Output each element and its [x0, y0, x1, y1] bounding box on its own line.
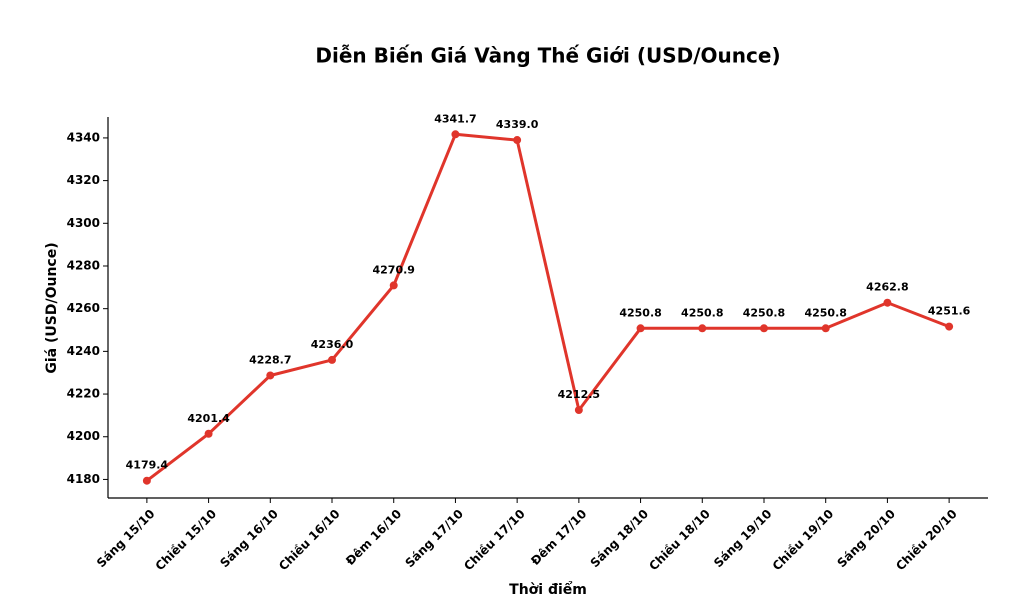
y-tick-label: 4180	[67, 472, 100, 486]
data-point	[574, 406, 583, 415]
y-tick-label: 4240	[67, 344, 100, 358]
data-point	[204, 429, 213, 438]
data-point	[698, 324, 707, 333]
x-tick-label: Sáng 18/10	[588, 507, 652, 571]
x-tick-label: Sáng 17/10	[403, 507, 467, 571]
x-axis-label: Thời điểm	[509, 581, 587, 598]
y-tick-label: 4300	[67, 216, 100, 230]
data-point	[945, 322, 954, 331]
x-tick-label: Sáng 20/10	[834, 507, 898, 571]
data-label: 4270.9	[372, 263, 414, 276]
data-label: 4250.8	[804, 306, 846, 319]
data-label: 4251.6	[928, 305, 971, 318]
data-point	[821, 324, 830, 333]
x-tick-label: Chiều 18/10	[646, 507, 713, 574]
data-label: 4201.4	[187, 412, 230, 425]
x-tick-label: Đêm 16/10	[343, 507, 404, 568]
data-point	[328, 355, 337, 364]
y-tick-label: 4260	[67, 301, 100, 315]
y-tick-label: 4280	[67, 258, 100, 272]
data-line	[145, 132, 950, 482]
x-tick-label: Chiều 19/10	[770, 507, 837, 574]
y-tick-label: 4200	[67, 429, 100, 443]
data-label: 4250.8	[743, 306, 785, 319]
data-point	[883, 298, 892, 307]
data-label: 4236.0	[311, 338, 354, 351]
y-tick-label: 4320	[67, 173, 100, 187]
y-tick-label: 4220	[67, 387, 100, 401]
data-point	[451, 130, 460, 139]
data-point	[759, 324, 768, 333]
data-label: 4228.7	[249, 353, 291, 366]
y-axis-label: Giá (USD/Ounce)	[44, 242, 60, 373]
x-tick-label: Sáng 16/10	[217, 507, 281, 571]
data-label: 4250.8	[619, 306, 661, 319]
x-tick-label: Sáng 19/10	[711, 507, 775, 571]
data-label: 4212.5	[558, 388, 600, 401]
x-tick-label: Đêm 17/10	[528, 507, 589, 568]
data-label: 4339.0	[496, 118, 539, 131]
data-point	[389, 281, 398, 290]
x-tick-label: Chiều 20/10	[893, 507, 960, 574]
y-tick-label: 4340	[67, 130, 100, 144]
x-tick-label: Chiều 16/10	[276, 507, 343, 574]
data-label: 4250.8	[681, 306, 723, 319]
data-label: 4262.8	[866, 281, 908, 294]
data-label: 4179.4	[126, 459, 169, 472]
x-tick-label: Chiều 15/10	[153, 507, 220, 574]
data-point	[513, 136, 522, 145]
data-point	[266, 371, 275, 380]
x-tick-label: Chiều 17/10	[461, 507, 528, 574]
data-label: 4341.7	[434, 112, 476, 125]
data-point	[142, 476, 151, 485]
x-tick-label: Sáng 15/10	[94, 507, 158, 571]
chart-title: Diễn Biến Giá Vàng Thế Giới (USD/Ounce)	[315, 44, 780, 68]
data-point	[636, 324, 645, 333]
